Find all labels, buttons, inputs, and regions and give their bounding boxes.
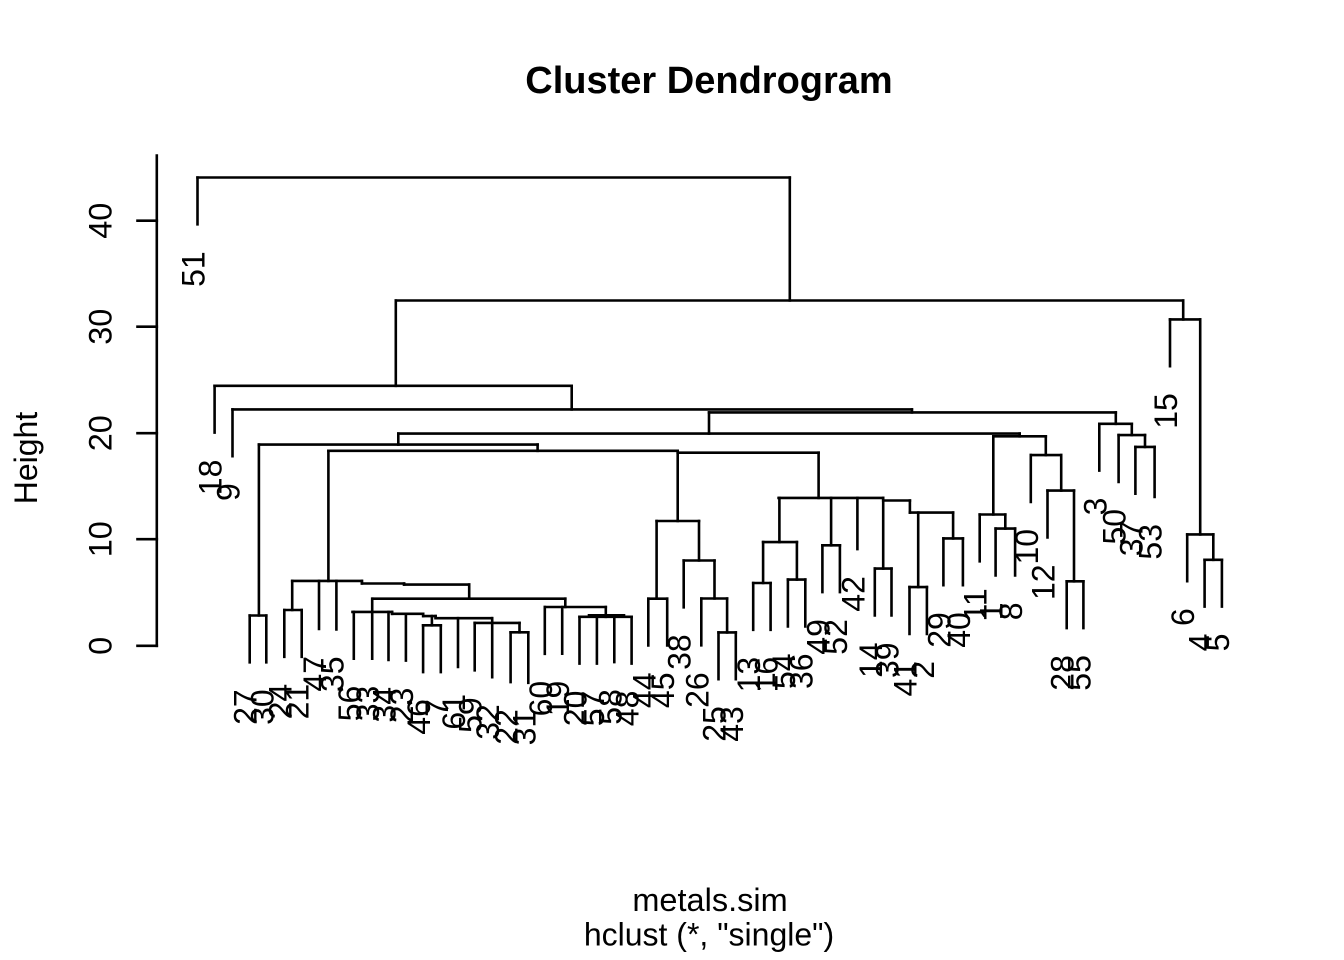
svg-text:4: 4 [1183,634,1219,652]
svg-text:41: 41 [888,661,924,697]
svg-text:34: 34 [367,687,403,723]
svg-text:48: 48 [610,691,646,727]
svg-text:9: 9 [211,483,247,501]
svg-text:1: 1 [974,602,1010,620]
svg-text:53: 53 [1133,524,1169,560]
svg-text:52: 52 [818,619,854,655]
svg-text:56: 56 [332,686,368,722]
svg-text:54: 54 [766,653,802,689]
svg-text:14: 14 [853,642,889,678]
svg-text:13: 13 [731,657,767,693]
svg-text:5: 5 [1200,634,1236,652]
svg-text:10: 10 [83,521,119,557]
svg-text:26: 26 [679,672,715,708]
svg-text:30: 30 [83,309,119,345]
svg-text:35: 35 [314,656,350,692]
svg-text:61: 61 [436,694,472,730]
svg-text:57: 57 [575,691,611,727]
svg-text:42: 42 [835,576,871,612]
svg-text:hclust (*, "single"): hclust (*, "single") [584,917,834,953]
svg-text:20: 20 [558,691,594,727]
svg-text:31: 31 [506,710,542,746]
svg-text:46: 46 [401,699,437,735]
svg-text:27: 27 [228,689,264,725]
svg-text:28: 28 [1045,655,1081,691]
svg-text:51: 51 [176,251,212,287]
svg-text:44: 44 [626,673,662,709]
svg-text:3: 3 [1077,498,1113,516]
svg-text:23: 23 [384,688,420,724]
svg-text:60: 60 [523,681,559,717]
svg-text:30: 30 [244,689,280,725]
svg-text:55: 55 [1061,655,1097,691]
svg-text:20: 20 [83,415,119,451]
svg-text:7: 7 [419,699,455,717]
svg-text:12: 12 [1026,564,1062,600]
svg-text:10: 10 [1009,529,1045,565]
svg-text:15: 15 [1148,393,1184,429]
svg-text:32: 32 [470,704,506,740]
svg-text:8: 8 [993,602,1029,620]
svg-text:18: 18 [193,460,229,496]
svg-text:37: 37 [1113,521,1149,557]
svg-text:40: 40 [83,203,119,239]
svg-text:6: 6 [1165,608,1201,626]
svg-text:39: 39 [870,642,906,678]
svg-text:47: 47 [297,656,333,692]
svg-text:33: 33 [350,686,386,722]
svg-text:58: 58 [592,689,628,725]
svg-text:metals.sim: metals.sim [632,882,787,918]
svg-text:36: 36 [783,653,819,689]
svg-text:0: 0 [83,637,119,655]
svg-text:11: 11 [958,588,994,621]
svg-text:19: 19 [540,681,576,717]
svg-text:49: 49 [800,619,836,655]
svg-text:25: 25 [697,706,733,742]
svg-text:38: 38 [662,634,698,670]
svg-text:59: 59 [453,697,489,733]
svg-text:2: 2 [905,661,941,679]
svg-text:Height: Height [8,412,44,505]
svg-text:29: 29 [921,612,957,648]
svg-text:24: 24 [262,684,298,720]
svg-text:21: 21 [280,684,316,720]
svg-text:Cluster Dendrogram: Cluster Dendrogram [525,60,892,102]
svg-text:40: 40 [941,612,977,648]
svg-text:43: 43 [714,706,750,742]
svg-text:22: 22 [489,709,525,745]
svg-text:16: 16 [749,657,785,693]
svg-text:50: 50 [1097,509,1133,545]
svg-text:45: 45 [645,673,681,709]
